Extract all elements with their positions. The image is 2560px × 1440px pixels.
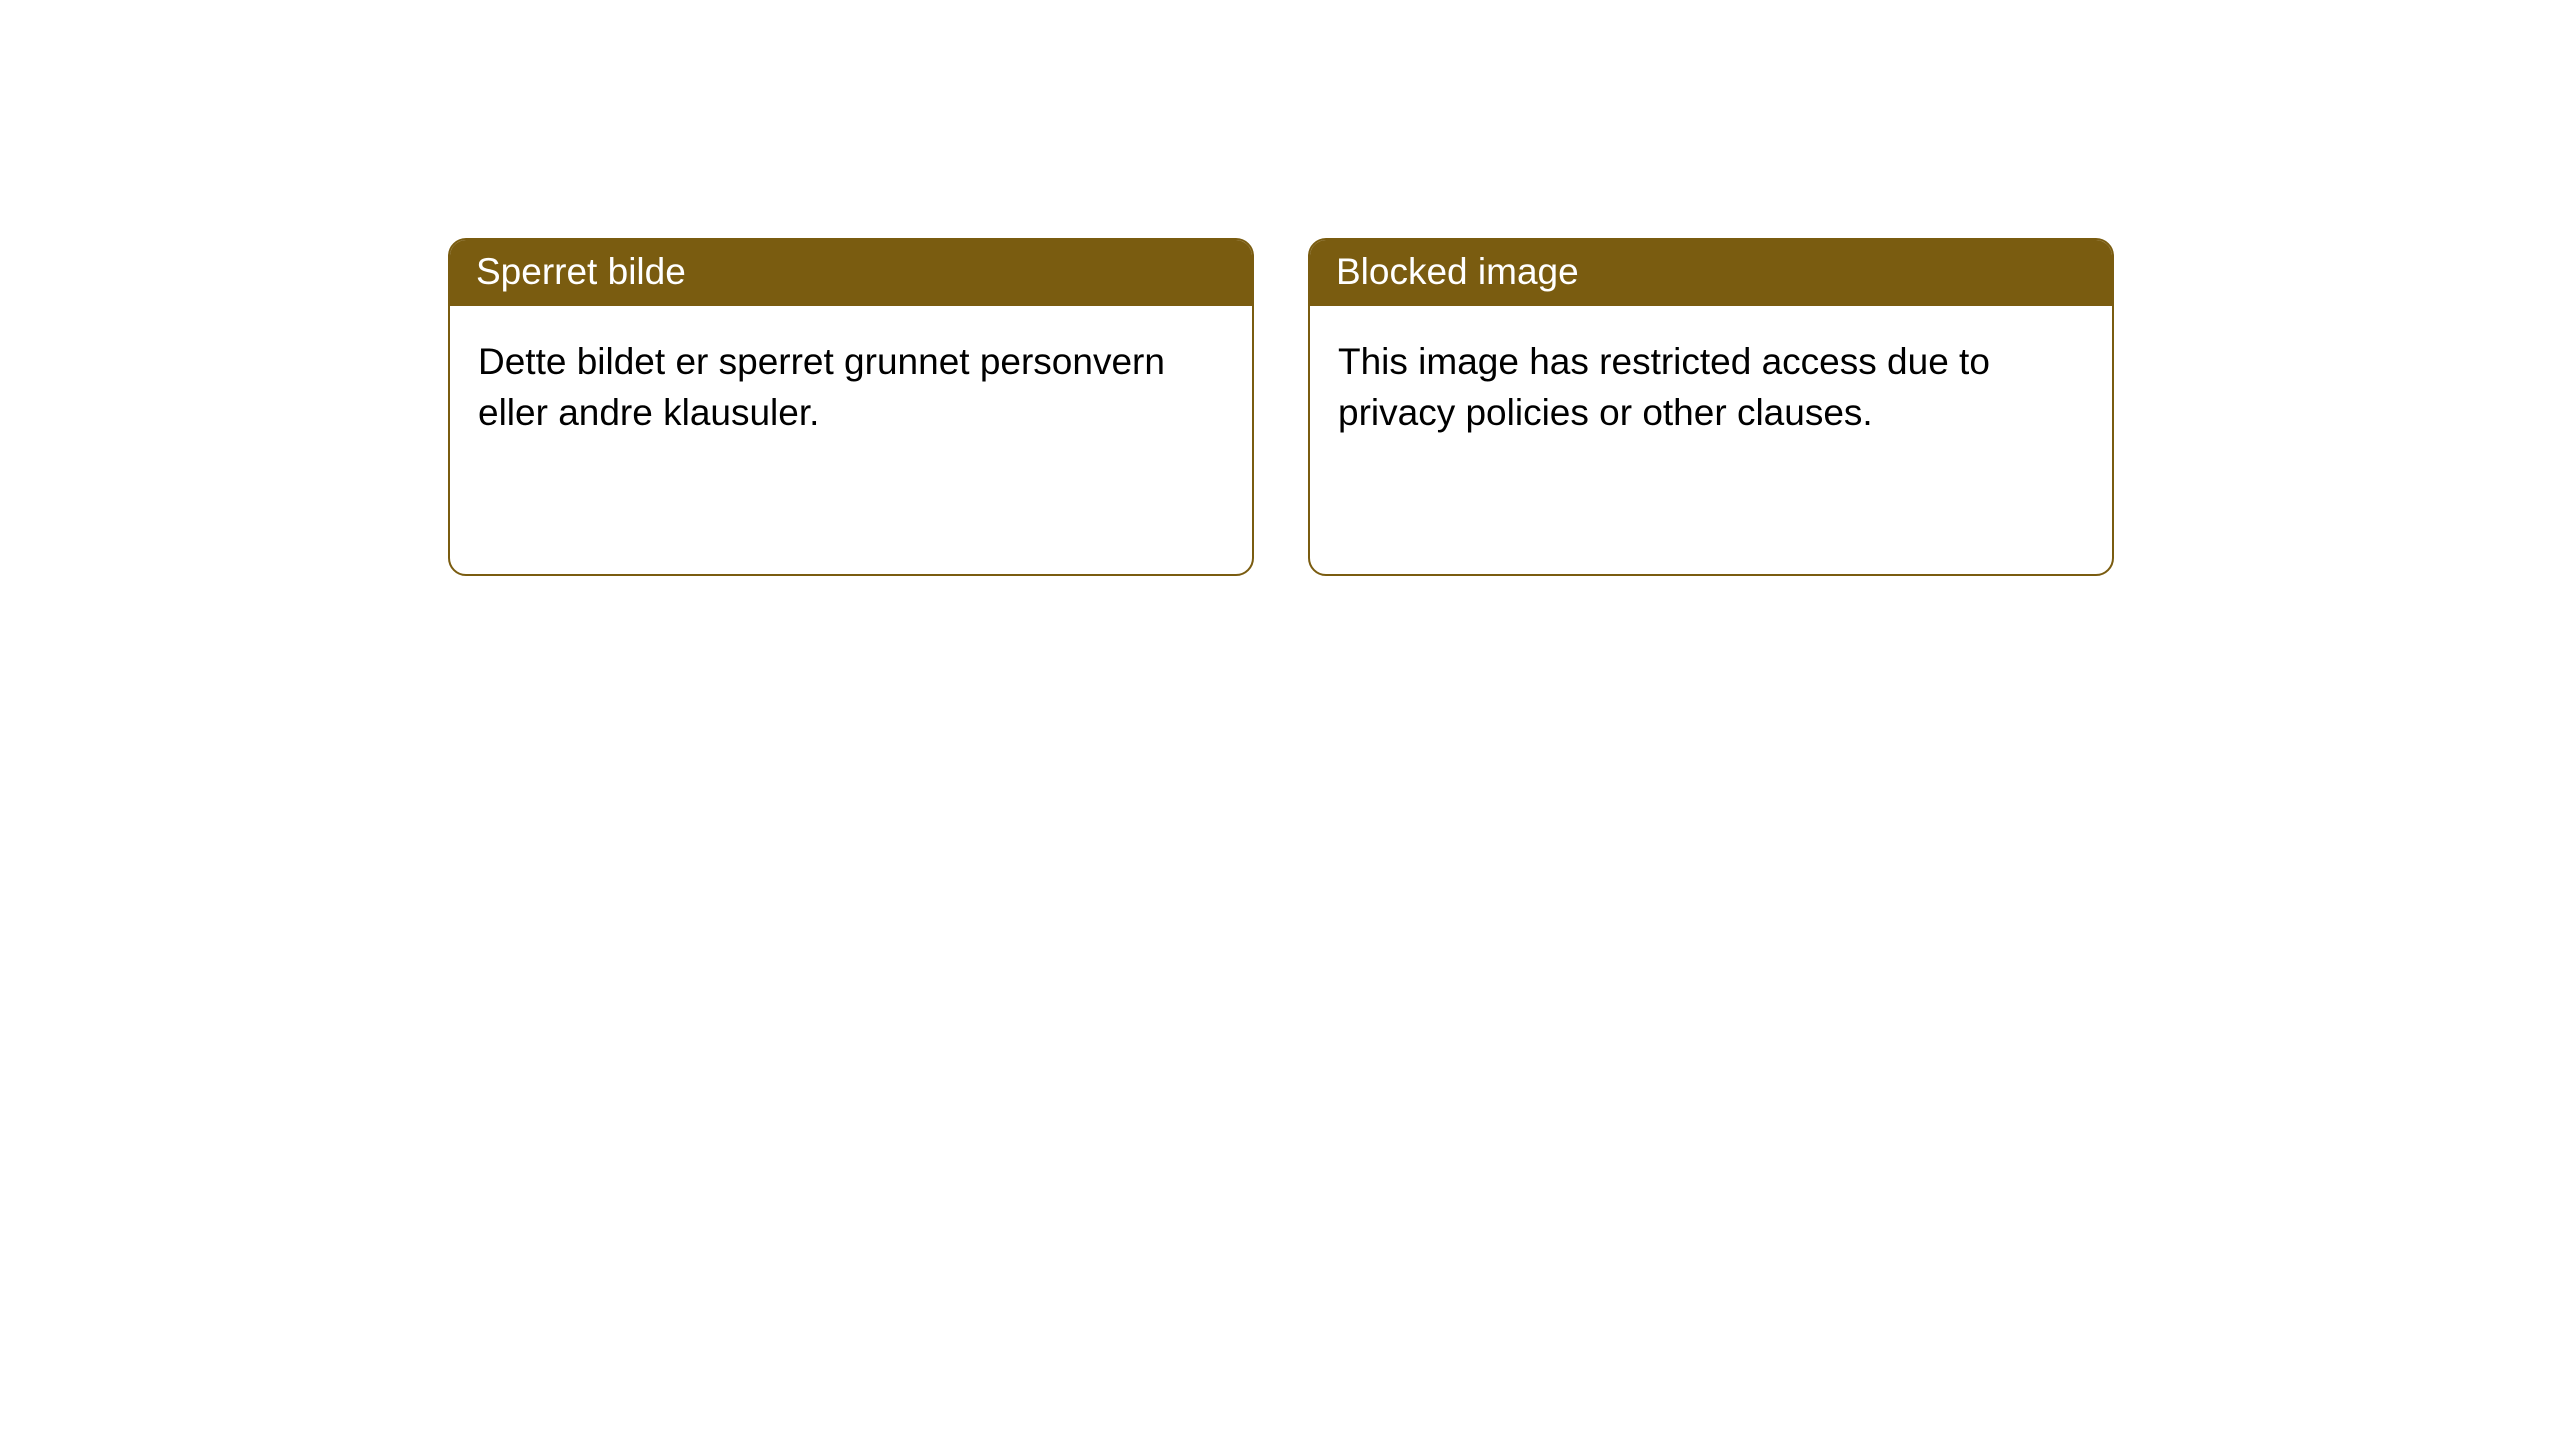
card-body-text: This image has restricted access due to …	[1338, 341, 1990, 433]
card-body: Dette bildet er sperret grunnet personve…	[450, 306, 1252, 468]
notice-card-english: Blocked image This image has restricted …	[1308, 238, 2114, 576]
card-body: This image has restricted access due to …	[1310, 306, 2112, 468]
card-body-text: Dette bildet er sperret grunnet personve…	[478, 341, 1165, 433]
notice-card-norwegian: Sperret bilde Dette bildet er sperret gr…	[448, 238, 1254, 576]
card-title: Blocked image	[1336, 251, 1579, 292]
card-header: Sperret bilde	[450, 240, 1252, 306]
card-header: Blocked image	[1310, 240, 2112, 306]
card-title: Sperret bilde	[476, 251, 686, 292]
notice-cards-container: Sperret bilde Dette bildet er sperret gr…	[0, 0, 2560, 576]
